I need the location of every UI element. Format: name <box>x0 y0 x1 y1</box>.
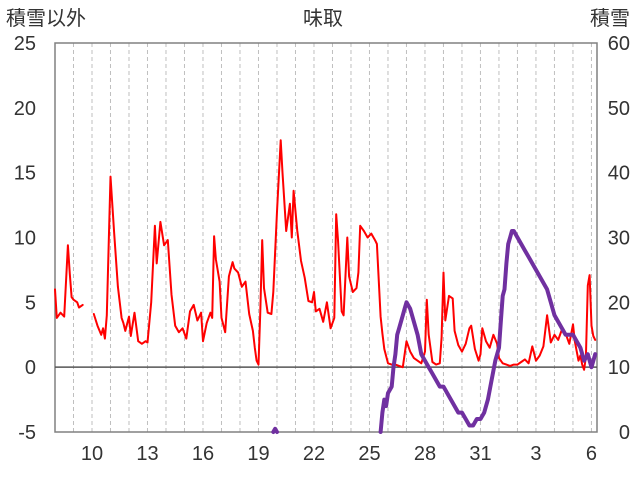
x-axis-ticks: 10 13 16 19 22 25 28 31 3 6 <box>81 443 597 465</box>
x-tick-label: 22 <box>303 443 325 465</box>
series-line-other <box>54 139 597 371</box>
x-tick-label: 3 <box>530 443 541 465</box>
right-tick-label: 20 <box>608 292 630 314</box>
x-tick-label: 13 <box>136 443 158 465</box>
x-tick-label: 16 <box>192 443 214 465</box>
left-tick-label: 10 <box>14 228 36 250</box>
left-tick-label: 0 <box>25 357 36 379</box>
left-tick-label: -5 <box>18 422 36 444</box>
left-tick-label: 15 <box>14 163 36 185</box>
x-tick-label: 10 <box>81 443 103 465</box>
right-tick-label: 60 <box>608 33 630 55</box>
left-axis-ticks: -5 0 5 10 15 20 25 <box>14 33 36 444</box>
right-axis-ticks: 0 10 20 30 40 50 60 <box>608 33 630 444</box>
chart-title: 味取 <box>303 6 343 30</box>
right-tick-label: 50 <box>608 98 630 120</box>
left-tick-label: 5 <box>25 292 36 314</box>
series-line-snow <box>271 229 598 434</box>
x-tick-label: 25 <box>358 443 380 465</box>
x-tick-label: 6 <box>586 443 597 465</box>
x-tick-label: 31 <box>469 443 491 465</box>
right-tick-label: 10 <box>608 357 630 379</box>
x-tick-label: 28 <box>414 443 436 465</box>
plot-frame <box>54 42 598 433</box>
right-tick-label: 0 <box>619 422 630 444</box>
series-layer <box>54 139 598 434</box>
x-tick-label: 19 <box>247 443 269 465</box>
left-axis-label: 積雪以外 <box>6 6 86 30</box>
left-tick-label: 25 <box>14 33 36 55</box>
left-tick-label: 20 <box>14 98 36 120</box>
right-tick-label: 30 <box>608 228 630 250</box>
right-tick-label: 40 <box>608 163 630 185</box>
right-axis-label: 積雪 <box>590 6 630 30</box>
